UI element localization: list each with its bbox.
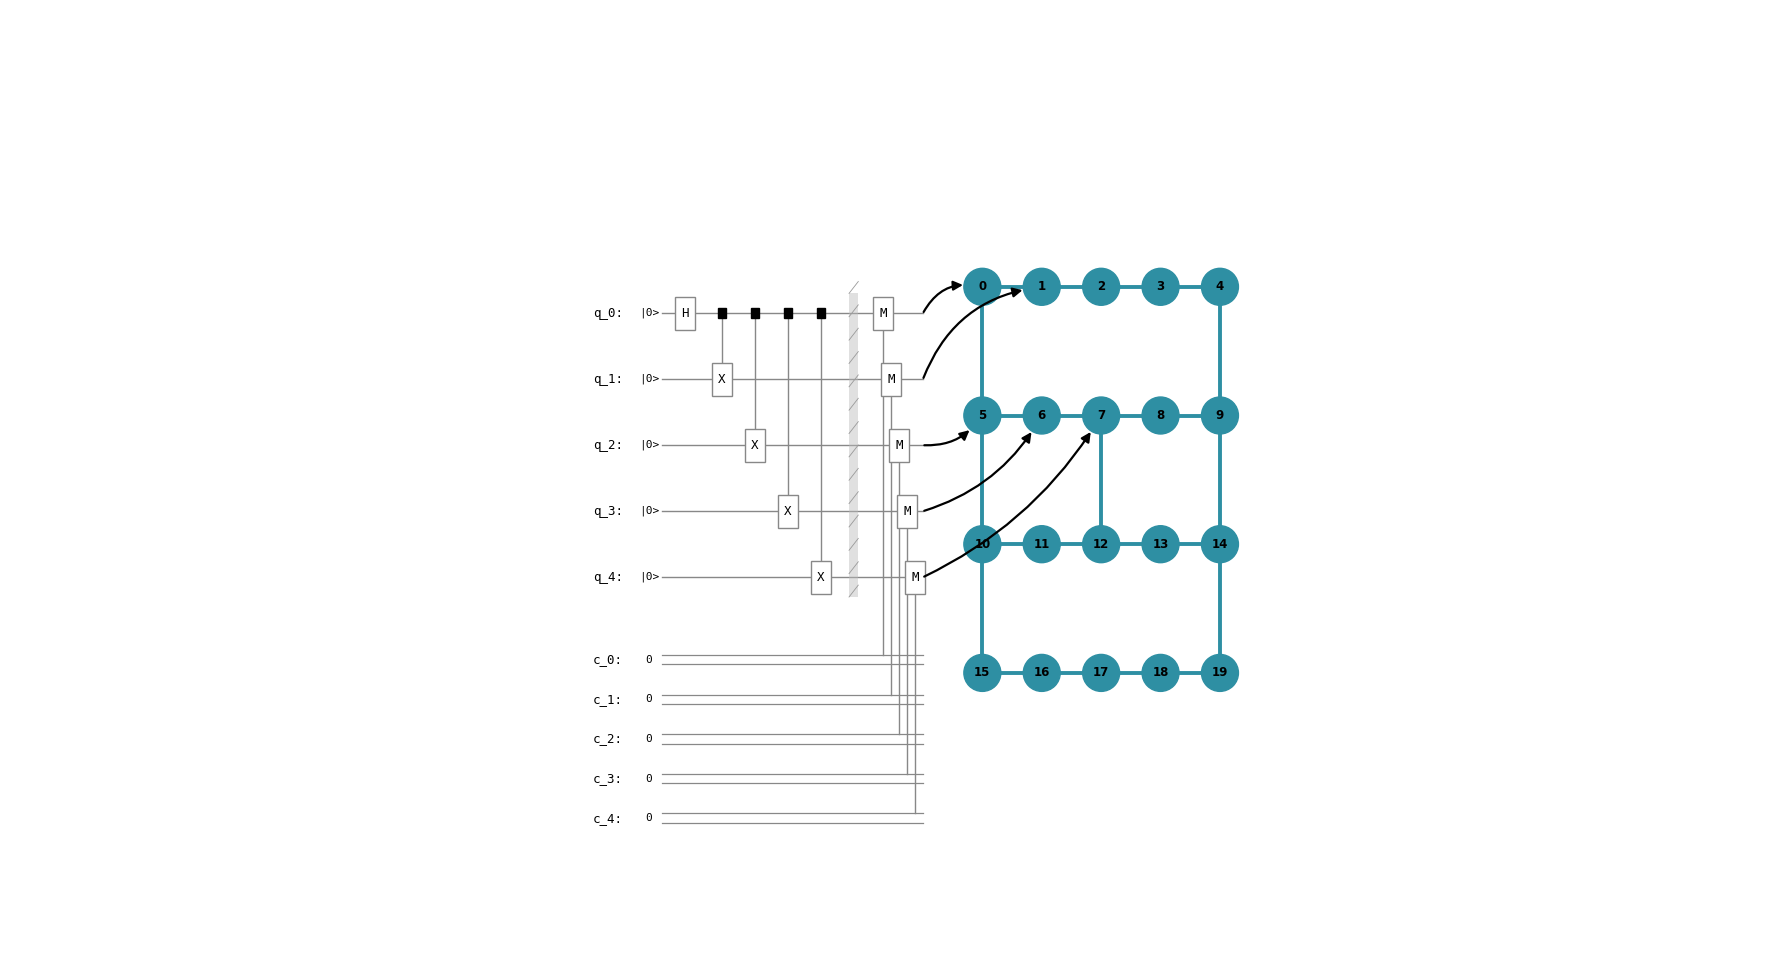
Text: 13: 13	[1153, 538, 1169, 551]
Bar	[717, 308, 726, 319]
Circle shape	[1023, 397, 1060, 434]
Text: X: X	[719, 372, 726, 386]
Text: |0>: |0>	[638, 374, 660, 384]
Text: 7: 7	[1098, 409, 1105, 422]
Bar	[746, 429, 765, 462]
Bar	[874, 297, 894, 329]
Text: q_3:: q_3:	[592, 505, 622, 517]
FancyArrowPatch shape	[924, 434, 1089, 577]
Text: 0: 0	[645, 655, 653, 664]
Circle shape	[1202, 269, 1239, 305]
Text: 0: 0	[645, 733, 653, 744]
Text: X: X	[751, 439, 758, 452]
Text: c_3:: c_3:	[592, 772, 622, 785]
Text: q_2:: q_2:	[592, 439, 622, 452]
Bar	[676, 297, 696, 329]
Text: 0: 0	[978, 280, 987, 294]
Text: M: M	[896, 439, 903, 452]
Text: 15: 15	[974, 666, 991, 680]
Text: M: M	[887, 372, 896, 386]
Circle shape	[964, 269, 1001, 305]
Text: 0: 0	[645, 694, 653, 705]
Text: |0>: |0>	[638, 572, 660, 583]
Circle shape	[1084, 526, 1119, 563]
Text: 12: 12	[1092, 538, 1109, 551]
Text: c_1:: c_1:	[592, 693, 622, 706]
Text: H: H	[681, 306, 688, 320]
Text: 10: 10	[974, 538, 991, 551]
Text: q_1:: q_1:	[592, 372, 622, 386]
Circle shape	[1143, 655, 1178, 691]
Circle shape	[1084, 269, 1119, 305]
Bar	[881, 363, 901, 396]
Text: c_2:: c_2:	[592, 732, 622, 745]
Text: M: M	[912, 570, 919, 584]
Text: c_4:: c_4:	[592, 811, 622, 825]
Bar	[898, 494, 917, 528]
Text: 4: 4	[1216, 280, 1225, 294]
Circle shape	[1023, 655, 1060, 691]
Text: |0>: |0>	[638, 440, 660, 450]
Text: 17: 17	[1092, 666, 1109, 680]
FancyArrowPatch shape	[924, 434, 1030, 511]
Text: 3: 3	[1157, 280, 1164, 294]
Circle shape	[1143, 397, 1178, 434]
Text: X: X	[783, 505, 792, 517]
Circle shape	[964, 526, 1001, 563]
Text: X: X	[817, 570, 824, 584]
Circle shape	[1023, 526, 1060, 563]
Text: 6: 6	[1037, 409, 1046, 422]
Bar	[783, 308, 792, 319]
Text: c_0:: c_0:	[592, 653, 622, 666]
Circle shape	[1084, 397, 1119, 434]
Bar	[778, 494, 797, 528]
Circle shape	[1143, 269, 1178, 305]
Text: M: M	[903, 505, 910, 517]
Text: 9: 9	[1216, 409, 1225, 422]
Text: 11: 11	[1033, 538, 1050, 551]
Text: q_0:: q_0:	[592, 306, 622, 320]
Text: q_4:: q_4:	[592, 570, 622, 584]
Circle shape	[964, 655, 1001, 691]
FancyArrowPatch shape	[924, 432, 967, 445]
Bar	[751, 308, 758, 319]
Text: 18: 18	[1151, 666, 1169, 680]
Text: |0>: |0>	[638, 506, 660, 516]
Text: M: M	[880, 306, 887, 320]
Circle shape	[1202, 397, 1239, 434]
Text: 0: 0	[645, 774, 653, 783]
FancyArrowPatch shape	[924, 282, 960, 312]
Circle shape	[1202, 526, 1239, 563]
Text: 0: 0	[645, 813, 653, 823]
Text: 16: 16	[1033, 666, 1050, 680]
Bar	[889, 429, 908, 462]
Bar	[817, 308, 824, 319]
Circle shape	[1202, 655, 1239, 691]
Bar	[810, 561, 831, 593]
Circle shape	[1023, 269, 1060, 305]
Text: 19: 19	[1212, 666, 1228, 680]
Text: 1: 1	[1037, 280, 1046, 294]
Circle shape	[964, 397, 1001, 434]
Bar	[712, 363, 731, 396]
Text: 5: 5	[978, 409, 987, 422]
Text: 8: 8	[1157, 409, 1164, 422]
Bar	[849, 294, 858, 597]
Text: 2: 2	[1098, 280, 1105, 294]
Bar	[905, 561, 924, 593]
Text: |0>: |0>	[638, 308, 660, 319]
FancyArrowPatch shape	[923, 289, 1021, 378]
Text: 14: 14	[1212, 538, 1228, 551]
Circle shape	[1143, 526, 1178, 563]
Circle shape	[1084, 655, 1119, 691]
